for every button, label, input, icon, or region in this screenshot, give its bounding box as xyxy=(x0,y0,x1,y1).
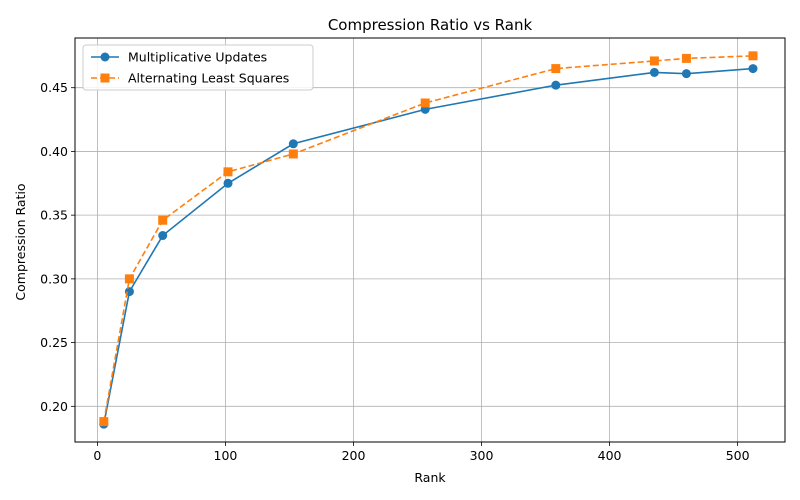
legend-box xyxy=(82,44,314,91)
square-marker xyxy=(551,64,561,74)
legend-label: Alternating Least Squares xyxy=(128,71,289,86)
legend-label: Multiplicative Updates xyxy=(128,50,267,65)
x-axis-label: Rank xyxy=(414,470,446,485)
legend-square-marker xyxy=(100,73,110,83)
square-marker xyxy=(681,53,691,63)
circle-marker xyxy=(158,231,168,241)
circle-marker xyxy=(551,80,561,90)
legend-item: Multiplicative Updates xyxy=(91,50,267,65)
y-tick-label: 0.20 xyxy=(40,399,68,414)
legend-item: Alternating Least Squares xyxy=(91,71,289,86)
chart-title: Compression Ratio vs Rank xyxy=(328,16,533,34)
legend-circle-marker xyxy=(100,52,110,62)
x-tick-label: 300 xyxy=(470,448,494,463)
square-marker xyxy=(124,274,134,284)
y-tick-label: 0.45 xyxy=(40,80,68,95)
square-marker xyxy=(223,167,233,177)
x-tick-label: 500 xyxy=(726,448,750,463)
circle-marker xyxy=(681,69,691,79)
series-line xyxy=(103,55,754,422)
series-group xyxy=(99,51,758,429)
square-marker xyxy=(288,149,298,159)
square-marker xyxy=(158,215,168,225)
grid xyxy=(75,38,785,442)
x-tick-label: 100 xyxy=(214,448,238,463)
x-tick-label: 400 xyxy=(598,448,622,463)
circle-marker xyxy=(748,64,758,74)
series-line xyxy=(103,67,754,425)
ticks: 0 100 200 300 400 500 0.20 0.25 0.30 0.35 0.40 0.45 xyxy=(40,80,749,463)
legend: Multiplicative Updates Alternating Least … xyxy=(82,44,314,91)
square-marker xyxy=(420,98,430,108)
square-marker xyxy=(649,56,659,66)
y-tick-label: 0.25 xyxy=(40,335,68,350)
series-2 xyxy=(99,51,758,427)
series-1 xyxy=(99,64,758,429)
x-tick-label: 200 xyxy=(342,448,366,463)
square-marker xyxy=(99,417,109,427)
circle-marker xyxy=(649,67,659,77)
y-axis-label: Compression Ratio xyxy=(13,183,28,300)
plot-frame xyxy=(74,37,786,443)
square-marker xyxy=(748,51,758,61)
y-tick-label: 0.40 xyxy=(40,144,68,159)
circle-marker xyxy=(223,178,233,188)
x-tick-label: 0 xyxy=(93,448,101,463)
y-tick-label: 0.35 xyxy=(40,208,68,223)
circle-marker xyxy=(288,139,298,149)
y-tick-label: 0.30 xyxy=(40,271,68,286)
